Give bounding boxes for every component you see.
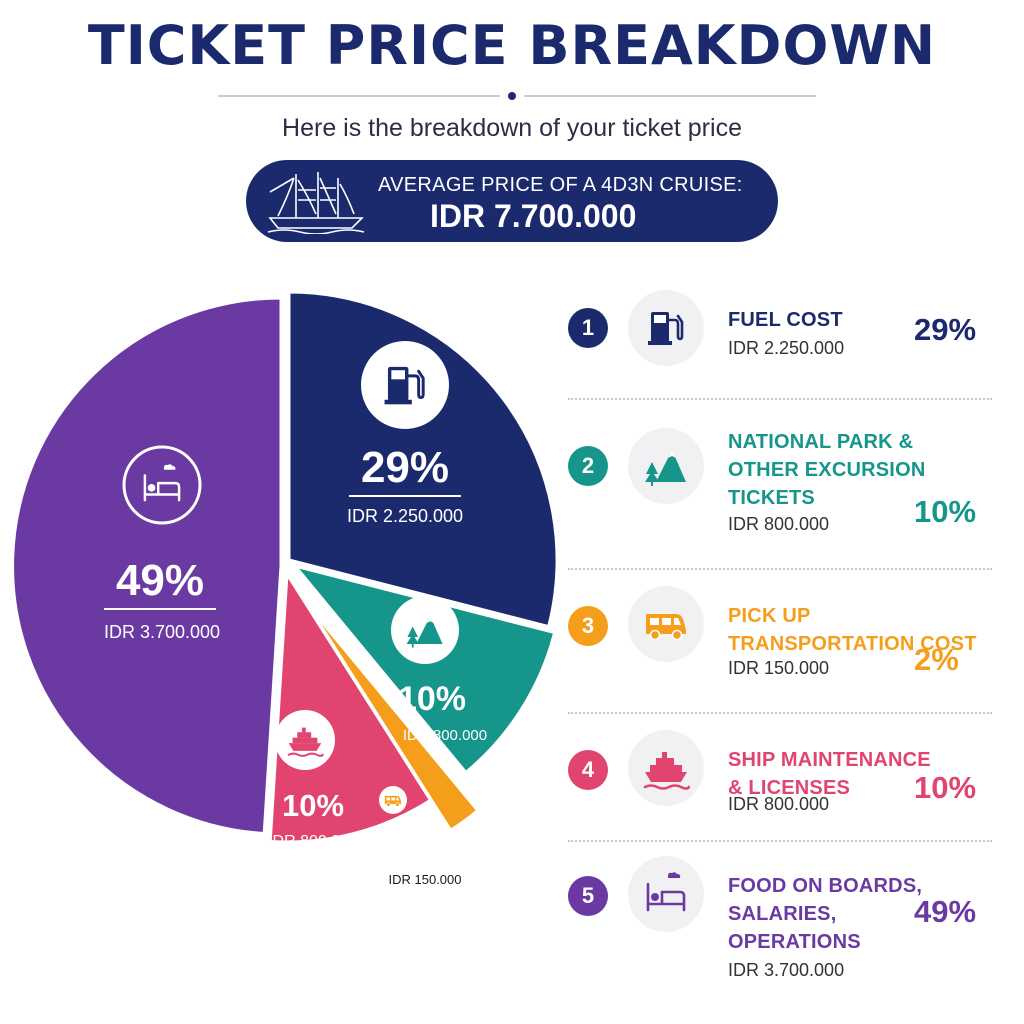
mountain-tree-icon	[628, 428, 704, 504]
title-divider-right	[524, 95, 816, 97]
pie-slice-2-percent: 10%	[398, 680, 466, 718]
banner-value: IDR 7.700.000	[430, 198, 637, 234]
average-price-banner: AVERAGE PRICE OF A 4D3N CRUISE: IDR 7.70…	[246, 160, 778, 242]
price-breakdown-pie-chart: 29% IDR 2.250.000 10% IDR 800.000 2% IDR 150.…	[11, 290, 559, 887]
pie-slice-3	[305, 603, 480, 833]
legend-percent: 29%	[914, 312, 977, 347]
pie-slice-3-percent: 2%	[396, 830, 428, 855]
page-subtitle: Here is the breakdown of your ticket pri…	[282, 114, 742, 142]
pie-slice-1	[287, 290, 559, 629]
legend-label: SHIP MAINTENANCE & LICENSES	[728, 749, 931, 799]
legend-label: FUEL COST	[728, 309, 843, 331]
pie-slice-4-amount: IDR 800.000	[268, 833, 358, 850]
legend-label: PICK UP TRANSPORTATION COST	[728, 605, 977, 655]
banner-label: AVERAGE PRICE OF A 4D3N CRUISE:	[378, 174, 743, 196]
legend-percent: 2%	[914, 642, 959, 677]
pie-slice-1-percent: 29%	[361, 443, 449, 492]
legend-divider	[568, 568, 992, 570]
pie-slice-5-percent: 49%	[116, 556, 204, 605]
legend-rank-badge: 5	[568, 876, 608, 916]
pie-slice-2	[290, 563, 557, 775]
sailing-ship-icon	[267, 172, 365, 234]
pie-slice-2-mountain-tree-icon	[391, 596, 459, 664]
legend-divider	[568, 712, 992, 714]
legend-percent: 49%	[914, 894, 977, 929]
pie-slice-5-bed-icon	[122, 445, 202, 525]
van-icon	[628, 586, 704, 662]
pie-slice-4-ship-icon	[275, 710, 335, 770]
pie-slice-2-amount: IDR 800.000	[403, 727, 487, 744]
legend-divider	[568, 840, 992, 842]
legend-percent: 10%	[914, 494, 977, 529]
legend-amount: IDR 800.000	[728, 794, 830, 814]
legend-amount: IDR 800.000	[728, 514, 830, 534]
legend-percent: 10%	[914, 770, 977, 805]
legend-rank-badge: 4	[568, 750, 608, 790]
pie-slice-3-van-icon	[379, 786, 407, 814]
legend-label: FOOD ON BOARDS, SALARIES, OPERATIONS	[728, 875, 923, 953]
legend-rank-badge: 2	[568, 446, 608, 486]
legend-label: NATIONAL PARK & OTHER EXCURSION TICKETS	[728, 431, 926, 509]
legend-amount: IDR 150.000	[728, 658, 830, 678]
pie-slice-4	[268, 569, 433, 844]
legend-rank-badge: 3	[568, 606, 608, 646]
legend-amount: IDR 3.700.000	[728, 960, 845, 980]
pie-slice-3-amount: IDR 150.000	[389, 872, 462, 887]
title-divider-left	[218, 95, 500, 97]
title-divider-dot	[508, 92, 516, 100]
ship-icon	[628, 730, 704, 806]
pie-slice-1-fuel-pump-icon	[361, 341, 449, 429]
pie-slice-5	[11, 296, 283, 836]
pie-slice-5-amount: IDR 3.700.000	[104, 622, 220, 642]
legend-divider	[568, 398, 992, 400]
pie-slice-1-amount: IDR 2.250.000	[347, 506, 463, 526]
legend-rank-badge: 1	[568, 308, 608, 348]
legend-amount: IDR 2.250.000	[728, 338, 845, 358]
page-title: TICKET PRICE BREAKDOWN	[87, 14, 937, 77]
pie-slice-4-percent: 10%	[282, 788, 344, 823]
bed-icon	[628, 856, 704, 932]
fuel-pump-icon	[628, 290, 704, 366]
